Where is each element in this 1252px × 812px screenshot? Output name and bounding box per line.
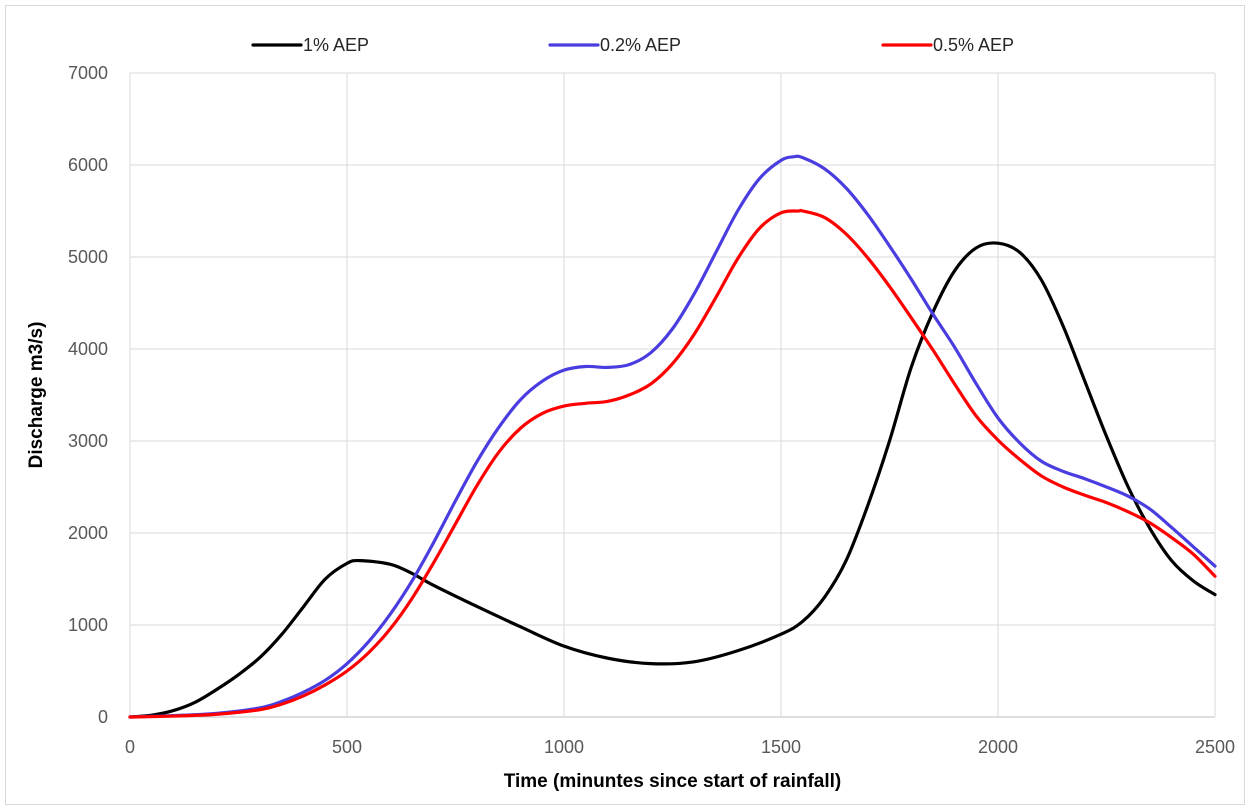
- y-tick-label: 1000: [68, 615, 108, 635]
- x-tick-label: 500: [332, 737, 362, 757]
- y-tick-label: 6000: [68, 155, 108, 175]
- x-tick-labels: 0 500 1000 1500 2000 2500: [125, 737, 1235, 757]
- y-tick-label: 2000: [68, 523, 108, 543]
- legend-label: 1% AEP: [303, 35, 369, 55]
- y-tick-label: 0: [98, 707, 108, 727]
- y-tick-label: 5000: [68, 247, 108, 267]
- y-tick-label: 4000: [68, 339, 108, 359]
- gridlines: [129, 72, 1216, 718]
- series-line-3: [128, 208, 1217, 719]
- x-axis-title: Time (minuntes since start of rainfall): [504, 771, 842, 792]
- y-axis-title: Discharge m3/s): [26, 322, 47, 469]
- chart-frame: [5, 5, 1245, 805]
- x-tick-label: 2000: [978, 737, 1018, 757]
- legend-label: 0.2% AEP: [600, 35, 681, 55]
- x-tick-label: 1000: [544, 737, 584, 757]
- series-line-2: [128, 154, 1217, 719]
- y-tick-label: 3000: [68, 431, 108, 451]
- y-tick-label: 7000: [68, 63, 108, 83]
- x-tick-label: 0: [125, 737, 135, 757]
- y-tick-labels: 0 1000 2000 3000 4000 5000 6000 7000: [68, 63, 108, 727]
- x-tick-label: 1500: [761, 737, 801, 757]
- legend-label: 0.5% AEP: [933, 35, 1014, 55]
- series-line-1: [128, 241, 1217, 719]
- x-tick-label: 2500: [1195, 737, 1235, 757]
- series-lines: [128, 154, 1217, 719]
- legend: 1% AEP 0.2% AEP 0.5% AEP: [251, 35, 1014, 55]
